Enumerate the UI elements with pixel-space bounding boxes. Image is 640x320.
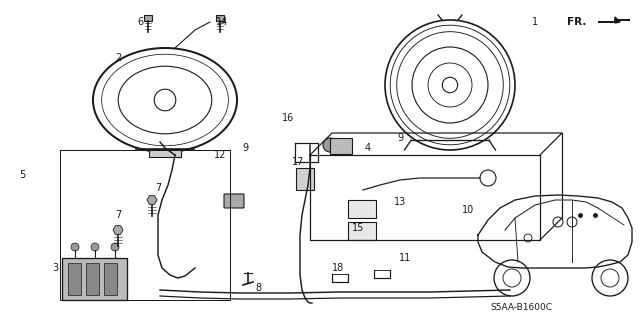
Bar [296, 168, 314, 190]
FancyBboxPatch shape [224, 194, 244, 208]
Text: 3: 3 [52, 263, 58, 273]
Text: 8: 8 [255, 283, 261, 293]
Text: 9: 9 [397, 133, 403, 143]
Text: 6: 6 [137, 17, 143, 27]
Bar [62, 258, 127, 300]
Text: 11: 11 [399, 253, 411, 263]
Text: 9: 9 [242, 143, 248, 153]
Circle shape [111, 243, 119, 251]
Text: 18: 18 [332, 263, 344, 273]
Polygon shape [113, 226, 123, 234]
Text: 7: 7 [115, 210, 121, 220]
Text: 4: 4 [365, 143, 371, 153]
Text: 16: 16 [282, 113, 294, 123]
Text: 1: 1 [532, 17, 538, 27]
Text: 17: 17 [292, 157, 304, 167]
Text: FR.: FR. [566, 17, 586, 27]
Text: 5: 5 [19, 170, 25, 180]
Bar [216, 15, 224, 21]
Text: 10: 10 [462, 205, 474, 215]
Bar [348, 222, 376, 240]
Bar [149, 149, 181, 157]
Bar [330, 138, 352, 154]
Text: 2: 2 [115, 53, 121, 63]
Text: 14: 14 [216, 17, 228, 27]
Bar [348, 200, 376, 218]
Bar [86, 263, 99, 295]
Bar [68, 263, 81, 295]
Text: 15: 15 [352, 223, 364, 233]
Circle shape [323, 138, 337, 152]
Circle shape [91, 243, 99, 251]
Circle shape [71, 243, 79, 251]
Text: S5AA-B1600C: S5AA-B1600C [490, 303, 552, 313]
Text: 13: 13 [394, 197, 406, 207]
Bar [104, 263, 117, 295]
Text: 7: 7 [155, 183, 161, 193]
Text: 12: 12 [214, 150, 226, 160]
Bar [144, 15, 152, 21]
Polygon shape [598, 17, 630, 23]
Polygon shape [147, 196, 157, 204]
